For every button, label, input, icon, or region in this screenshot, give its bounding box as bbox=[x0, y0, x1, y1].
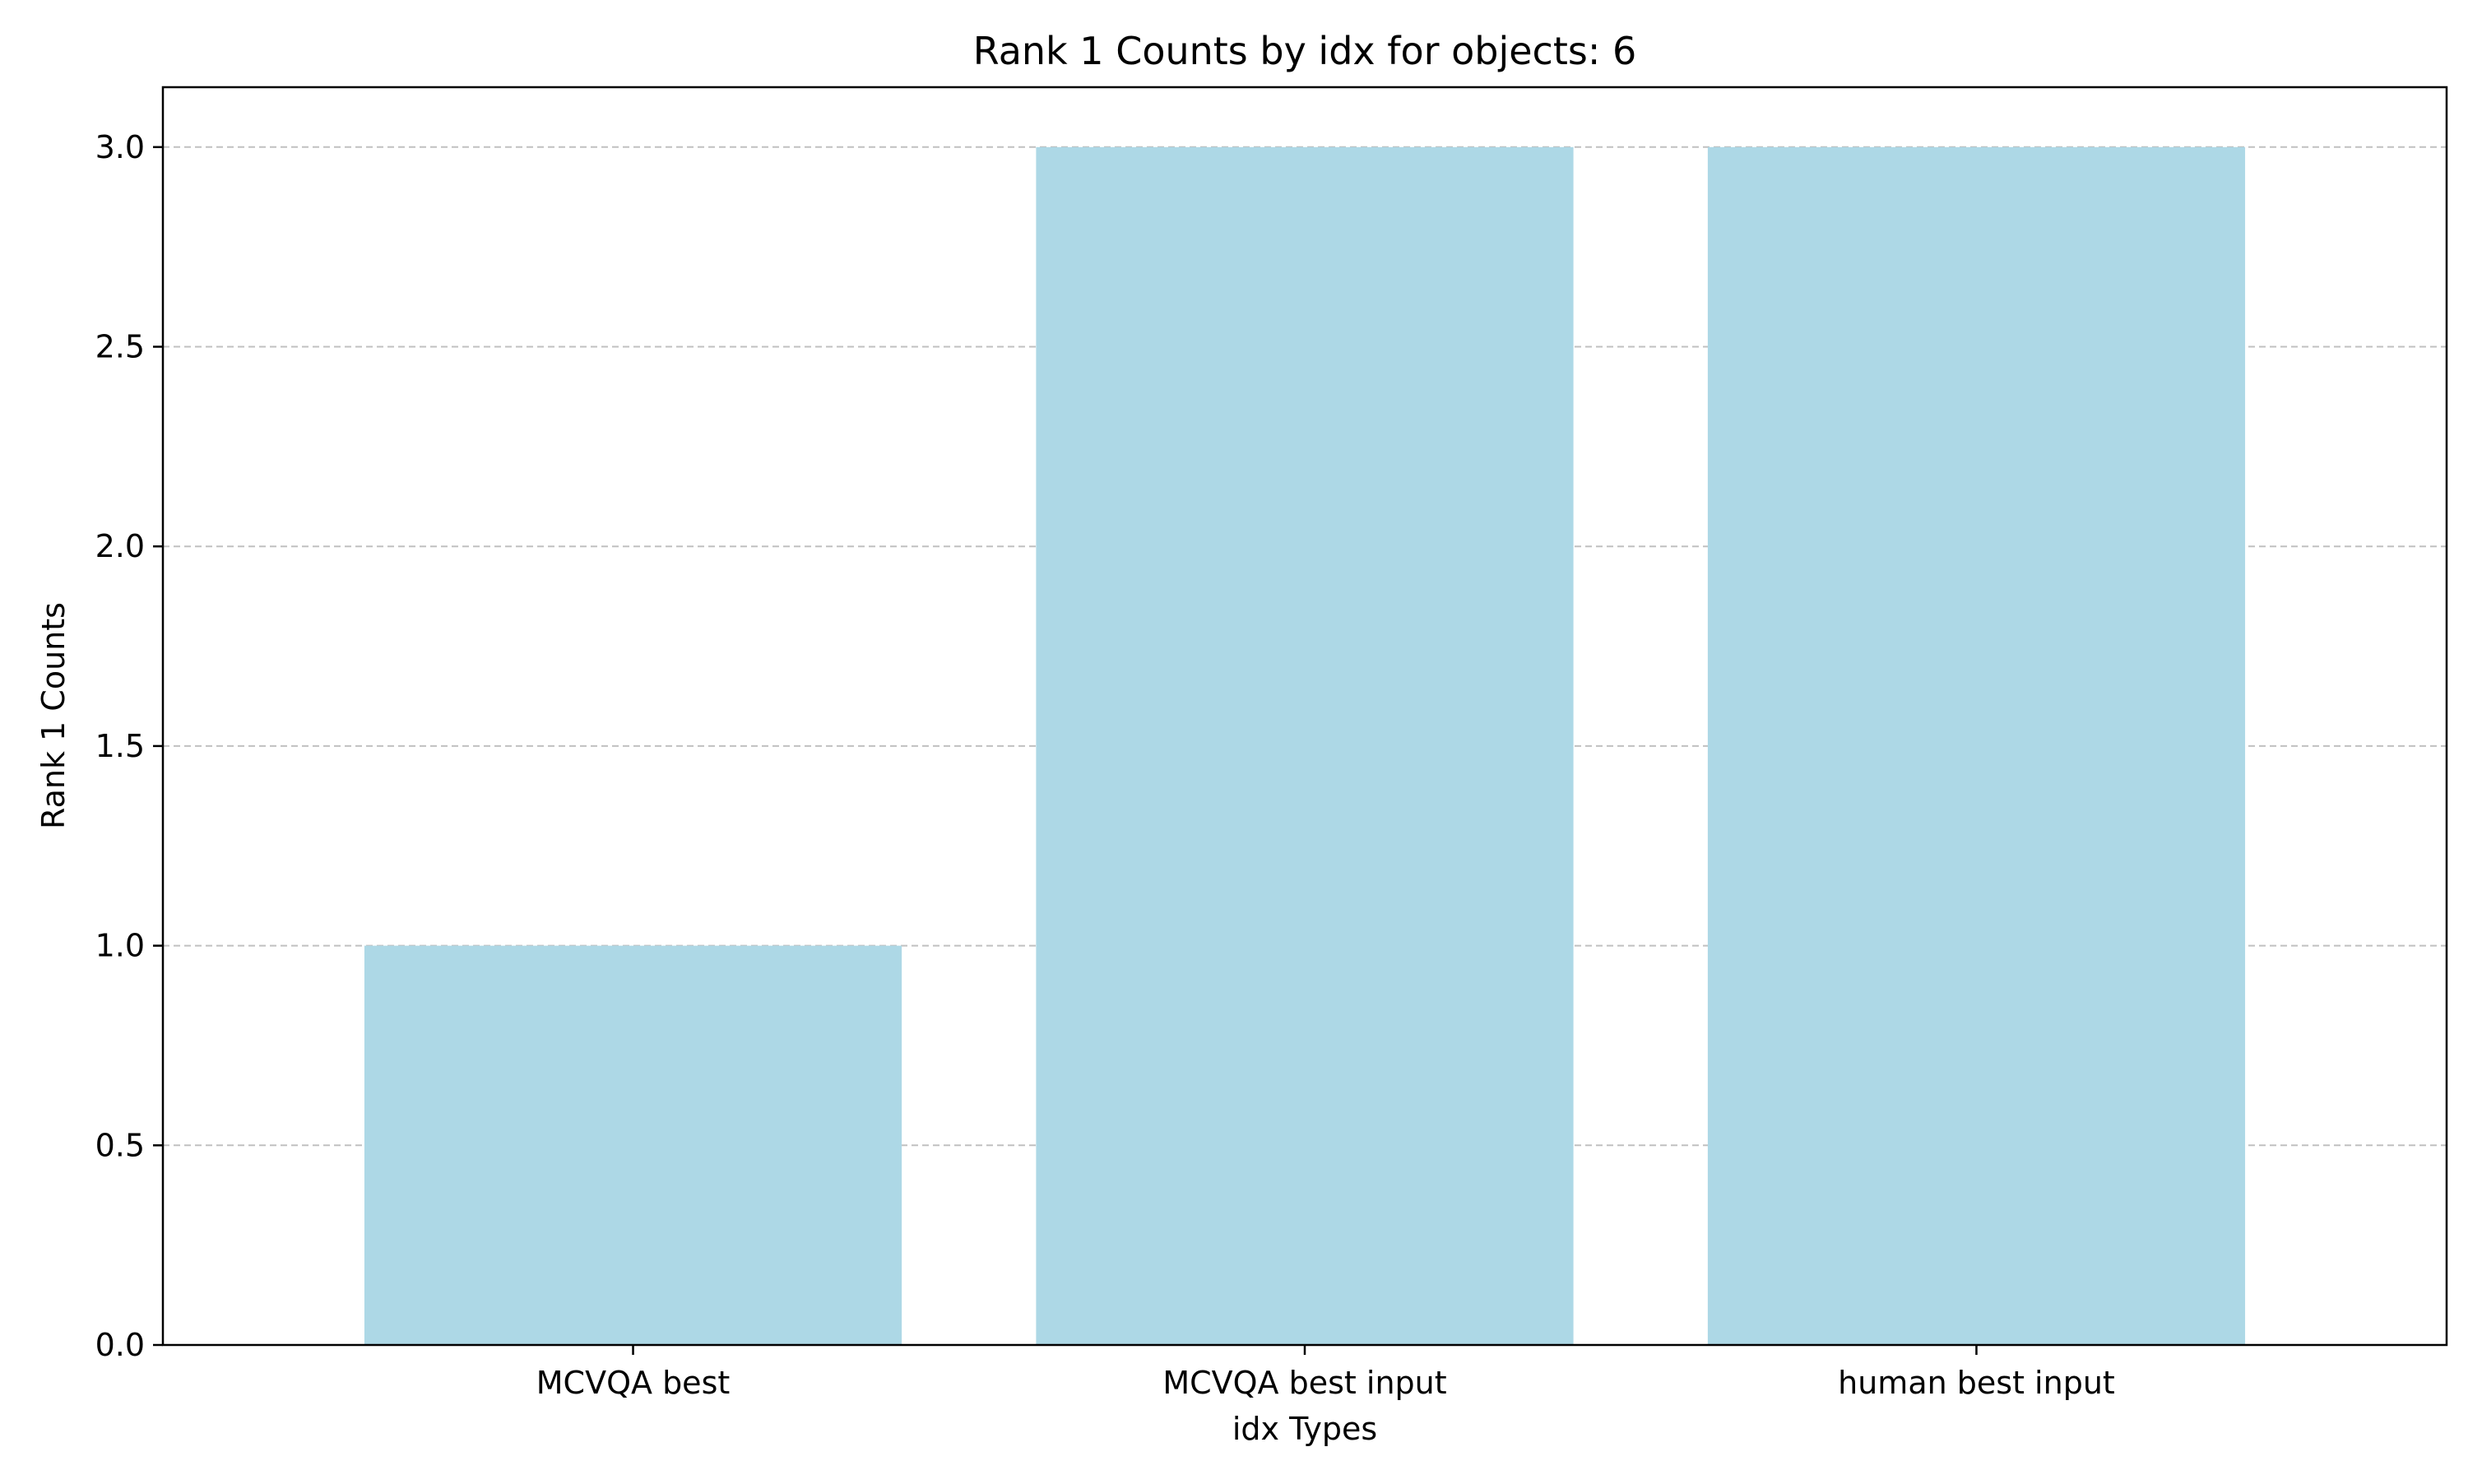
x-tick-label: human best input bbox=[1838, 1365, 2115, 1401]
x-tick-label: MCVQA best input bbox=[1162, 1365, 1446, 1401]
bar-mcvqa-best bbox=[364, 945, 902, 1345]
y-tick-label: 1.5 bbox=[95, 728, 145, 764]
y-tick-label: 0.0 bbox=[95, 1327, 145, 1363]
y-axis-label: Rank 1 Counts bbox=[35, 602, 72, 829]
bar-mcvqa-best-input bbox=[1036, 146, 1574, 1345]
x-axis-ticks: MCVQA best MCVQA best input human best inp… bbox=[536, 1345, 2115, 1401]
x-tick-label: MCVQA best bbox=[536, 1365, 731, 1401]
y-axis-ticks: 0.0 0.5 1.0 1.5 2.0 2.5 3.0 bbox=[95, 129, 163, 1363]
x-axis-label: idx Types bbox=[1232, 1411, 1377, 1447]
y-tick-label: 1.0 bbox=[95, 928, 145, 964]
bar-human-best-input bbox=[1707, 146, 2246, 1345]
plot-frame bbox=[161, 86, 2448, 1347]
y-tick-label: 3.0 bbox=[95, 129, 145, 165]
chart-title: Rank 1 Counts by idx for objects: 6 bbox=[973, 29, 1636, 73]
bars bbox=[364, 146, 2246, 1345]
y-tick-label: 0.5 bbox=[95, 1127, 145, 1163]
y-tick-label: 2.0 bbox=[95, 528, 145, 564]
y-tick-label: 2.5 bbox=[95, 329, 145, 365]
